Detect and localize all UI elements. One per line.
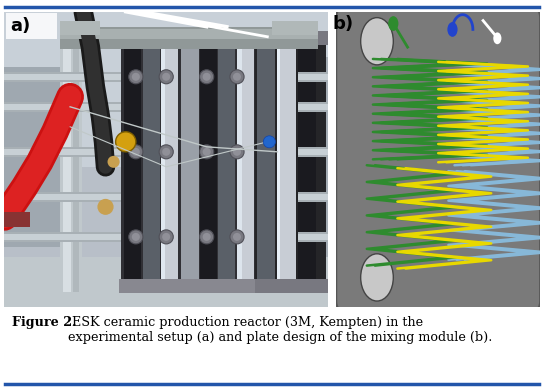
Circle shape [159,145,174,159]
Circle shape [200,145,214,159]
Circle shape [230,230,244,244]
Text: b): b) [332,15,353,33]
Circle shape [447,22,458,37]
Bar [4,192,121,202]
Bar [218,35,235,285]
Bar [4,72,121,82]
Text: ESK ceramic production reactor (3M, Kempten) in the
experimental setup (a) and p: ESK ceramic production reactor (3M, Kemp… [69,316,493,344]
Circle shape [230,145,244,159]
Bar [257,35,275,285]
Bar [298,35,316,285]
Circle shape [132,148,140,156]
Bar [298,147,328,157]
Bar [4,234,121,240]
Circle shape [97,199,114,215]
Circle shape [202,73,211,81]
Circle shape [108,156,120,168]
Bar [237,35,254,285]
Bar [181,35,199,285]
Circle shape [233,148,241,156]
Circle shape [200,230,214,244]
Circle shape [233,73,241,81]
Circle shape [361,18,393,65]
Bar [237,35,242,285]
Bar [60,32,82,292]
Circle shape [202,233,211,241]
Bar [123,35,141,285]
Bar [4,149,121,155]
Bar [63,32,71,292]
Bar [200,35,217,285]
Bar [4,67,65,247]
Circle shape [388,16,398,31]
Bar [4,104,121,110]
Bar [7,13,57,39]
Bar [119,31,301,45]
Bar [60,27,318,49]
Bar [4,212,29,227]
Bar [298,74,328,80]
Circle shape [116,132,136,152]
Circle shape [132,73,140,81]
Circle shape [200,70,214,84]
Circle shape [493,32,502,44]
Bar [277,35,281,285]
Bar [4,257,328,307]
Bar [161,35,178,285]
Bar [255,32,326,287]
Bar [277,35,296,285]
Circle shape [129,145,143,159]
Bar [298,232,328,242]
Bar [121,32,298,287]
Circle shape [129,70,143,84]
Bar [4,147,121,157]
Bar [298,102,328,112]
Circle shape [132,233,140,241]
Circle shape [230,70,244,84]
Circle shape [162,233,170,241]
Bar [4,102,121,112]
Text: Figure 2.: Figure 2. [12,316,76,329]
Bar [4,12,328,167]
Bar [277,57,328,257]
Circle shape [233,233,241,241]
Bar [143,35,160,285]
Circle shape [129,230,143,244]
Circle shape [263,136,275,148]
Bar [273,21,318,35]
Circle shape [361,254,393,301]
Bar [298,194,328,200]
Bar [4,194,121,200]
Circle shape [159,230,174,244]
Circle shape [159,70,174,84]
FancyBboxPatch shape [336,9,540,310]
Bar [255,31,328,45]
Bar [298,192,328,202]
Bar [60,29,318,39]
Bar [4,232,121,242]
Circle shape [202,148,211,156]
Bar [298,234,328,240]
Bar [119,279,301,293]
Text: a): a) [10,17,30,35]
Bar [255,279,328,293]
Bar [60,21,101,35]
Bar [298,149,328,155]
Bar [4,74,121,80]
Circle shape [162,73,170,81]
Bar [298,72,328,82]
Bar [298,104,328,110]
Bar [161,35,165,285]
Circle shape [162,148,170,156]
Bar [73,32,79,292]
